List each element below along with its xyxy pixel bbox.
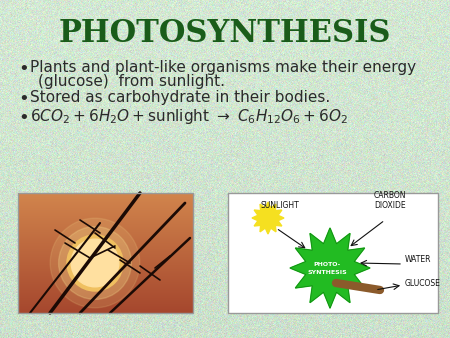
Text: Stored as carbohydrate in their bodies.: Stored as carbohydrate in their bodies. <box>30 90 330 105</box>
Text: $6CO_2 + 6H_2O + \mathrm{sunlight}\ \rightarrow\ C_6H_{12}O_6 + 6O_2$: $6CO_2 + 6H_2O + \mathrm{sunlight}\ \rig… <box>30 107 348 126</box>
Text: •: • <box>18 60 29 78</box>
Text: CARBON
DIOXIDE: CARBON DIOXIDE <box>374 191 406 210</box>
Text: •: • <box>18 90 29 108</box>
Circle shape <box>71 239 119 287</box>
Text: Plants and plant-like organisms make their energy: Plants and plant-like organisms make the… <box>30 60 416 75</box>
Text: •: • <box>18 109 29 127</box>
Bar <box>228 193 438 313</box>
Text: GLUCOSE: GLUCOSE <box>405 279 441 288</box>
Text: SUNLIGHT: SUNLIGHT <box>261 201 299 210</box>
Bar <box>18 193 193 313</box>
Polygon shape <box>252 202 284 234</box>
Circle shape <box>67 235 123 291</box>
Text: (glucose)  from sunlight.: (glucose) from sunlight. <box>38 74 225 89</box>
Polygon shape <box>290 228 370 308</box>
Text: WATER: WATER <box>405 256 432 265</box>
Text: PHOTO-: PHOTO- <box>313 262 341 266</box>
Circle shape <box>58 226 131 299</box>
Text: SYNTHESIS: SYNTHESIS <box>307 269 347 274</box>
Circle shape <box>50 218 140 308</box>
Text: PHOTOSYNTHESIS: PHOTOSYNTHESIS <box>59 18 391 49</box>
